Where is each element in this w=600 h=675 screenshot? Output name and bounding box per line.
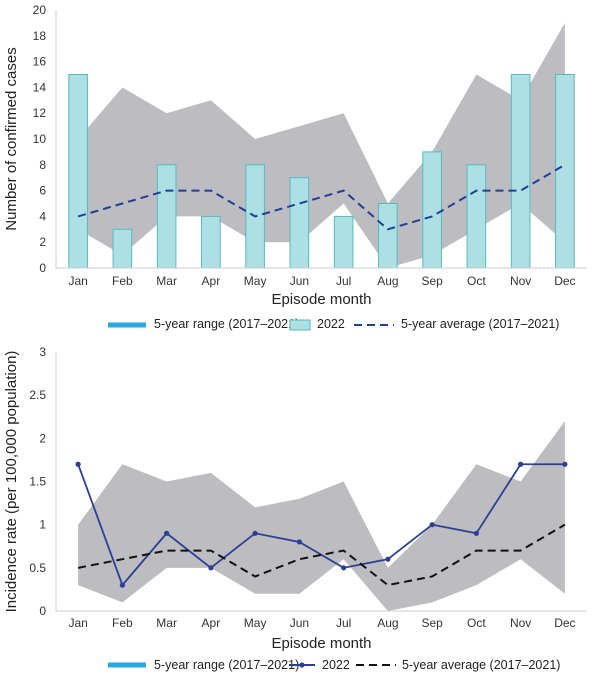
x-tick-label: Aug: [377, 616, 398, 630]
bar-sep: [422, 151, 442, 269]
y-tick-label: 6: [39, 184, 46, 198]
x-tick-label: Jan: [68, 274, 87, 288]
bar-feb: [112, 228, 133, 269]
y-tick-label: 1: [39, 518, 46, 532]
bar-oct: [466, 164, 487, 269]
y-tick-label: 4: [39, 209, 46, 223]
bar-apr: [201, 215, 221, 269]
legend-swatch-range: [108, 322, 146, 328]
x-axis-title: Episode month: [271, 291, 371, 308]
y-tick-label: 0: [39, 604, 46, 618]
average-line: [77, 523, 566, 587]
y-tick-label: 16: [33, 55, 47, 69]
point-dec: [562, 461, 568, 467]
confirmed-cases-chart: 0 2 4 6 8 10 12 14 16 18 20 Jan Feb Mar Apr May Jun Jul Au…: [3, 3, 587, 331]
point-jun: [296, 539, 302, 545]
point-feb: [119, 582, 125, 588]
legend-label: 5-year average (2017–2021): [401, 317, 559, 331]
legend-label: 2022: [317, 317, 345, 331]
bar-jan: [68, 74, 88, 269]
x-tick-label: Oct: [467, 616, 486, 630]
y-tick-label: 2.5: [29, 388, 46, 402]
x-tick-label: Oct: [467, 274, 486, 288]
incidence-rate-chart: 0 0.5 1 1.5 2 2.5 3 Jan Feb Mar Apr May Jun Jul Aug Sep…: [3, 345, 587, 672]
y-tick-label: 1.5: [29, 475, 46, 489]
x-tick-label: Mar: [156, 616, 177, 630]
y-tick-label: 2: [39, 431, 46, 445]
x-tick-label: Feb: [112, 274, 133, 288]
legend: 5-year range (2017–2021) 2022 5-year avera…: [108, 658, 560, 672]
range-band: [78, 22, 565, 269]
y-tick-label: 8: [39, 158, 46, 172]
bar-jun: [289, 177, 310, 269]
x-tick-label: Nov: [510, 274, 531, 288]
y-tick-label: 0.5: [29, 561, 46, 575]
point-jan: [75, 461, 81, 467]
x-tick-label: Jan: [68, 616, 87, 630]
x-tick-label: Apr: [202, 616, 221, 630]
y-tick-label: 20: [33, 3, 47, 17]
x-tick-label: Mar: [156, 274, 177, 288]
point-sep: [429, 522, 435, 528]
point-jul: [341, 565, 347, 571]
legend-swatch-range: [108, 662, 146, 668]
bar-aug: [378, 203, 398, 269]
x-tick-label: Jun: [290, 274, 309, 288]
point-apr: [208, 565, 214, 571]
bar-dec: [555, 74, 575, 269]
x-tick-label: Dec: [554, 616, 575, 630]
point-may: [252, 530, 258, 536]
series-2022-line: [77, 463, 565, 587]
bar-jul: [333, 215, 354, 269]
x-tick-label: Jul: [336, 274, 351, 288]
y-tick-label: 0: [39, 261, 46, 275]
x-tick-label: Jun: [290, 616, 309, 630]
legend-label: 5-year average (2017–2021): [402, 658, 560, 672]
range-band: [78, 421, 565, 611]
bar-mar: [156, 164, 177, 269]
x-axis-title: Episode month: [271, 635, 371, 652]
x-tick-label: Sep: [421, 616, 443, 630]
x-tick-label: Feb: [112, 616, 133, 630]
y-tick-label: 18: [33, 29, 47, 43]
y-axis-title: Incidence rate (per 100,000 population): [3, 351, 20, 613]
x-tick-label: Nov: [510, 616, 531, 630]
y-tick-label: 3: [39, 345, 46, 359]
bar-nov: [510, 74, 531, 269]
y-tick-label: 12: [33, 106, 47, 120]
x-tick-label: Jul: [336, 616, 351, 630]
x-tick-label: May: [244, 616, 267, 630]
y-tick-label: 10: [33, 132, 47, 146]
x-tick-label: Apr: [202, 274, 221, 288]
x-tick-label: Dec: [554, 274, 575, 288]
point-nov: [518, 461, 524, 467]
y-tick-label: 14: [33, 80, 47, 94]
y-axis-title: Number of confirmed cases: [3, 47, 20, 230]
x-tick-label: Aug: [377, 274, 398, 288]
x-tick-label: Sep: [421, 274, 443, 288]
x-tick-label: May: [244, 274, 267, 288]
legend: 5-year range (2017–2021) 2022 5-year avera…: [108, 317, 559, 331]
average-line: [77, 163, 566, 231]
legend-swatch-bar: [289, 319, 311, 331]
legend-label: 2022: [322, 658, 350, 672]
legend-label: 5-year range (2017–2021): [154, 658, 299, 672]
point-aug: [385, 556, 391, 562]
legend-label: 5-year range (2017–2021): [154, 317, 299, 331]
y-tick-label: 2: [39, 235, 46, 249]
point-oct: [473, 530, 479, 536]
legend-swatch-marker: [299, 662, 305, 668]
point-mar: [164, 530, 170, 536]
